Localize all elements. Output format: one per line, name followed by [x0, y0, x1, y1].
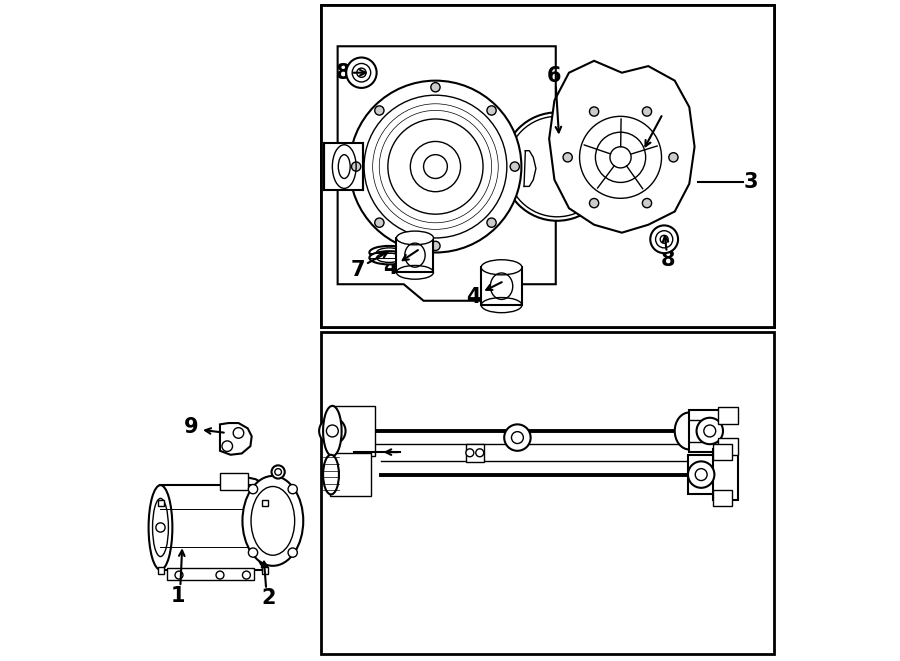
Bar [713, 444, 732, 460]
Circle shape [590, 198, 598, 208]
Circle shape [431, 83, 440, 92]
Circle shape [466, 449, 473, 457]
Ellipse shape [369, 251, 409, 264]
Bar [717, 438, 737, 455]
Circle shape [503, 112, 611, 221]
Bar [713, 449, 738, 500]
Circle shape [590, 107, 598, 116]
Circle shape [643, 107, 652, 116]
Text: 3: 3 [743, 172, 758, 192]
Polygon shape [220, 423, 252, 455]
Bar [332, 406, 375, 456]
Bar [262, 500, 268, 506]
Bar [689, 410, 721, 452]
Text: 8: 8 [661, 251, 675, 270]
Circle shape [248, 485, 257, 494]
Bar [321, 5, 774, 327]
Bar [321, 5, 774, 327]
Ellipse shape [148, 485, 173, 570]
Circle shape [248, 548, 257, 557]
Ellipse shape [255, 488, 275, 567]
Bar [482, 267, 522, 305]
Circle shape [349, 81, 521, 253]
Circle shape [669, 153, 678, 162]
Bar [220, 473, 248, 490]
Bar [713, 490, 732, 506]
Bar [262, 567, 268, 574]
Text: 4: 4 [466, 288, 481, 307]
Circle shape [697, 418, 723, 444]
Circle shape [487, 106, 496, 115]
Circle shape [288, 548, 297, 557]
Circle shape [504, 424, 531, 451]
Bar [167, 568, 255, 580]
Circle shape [476, 449, 483, 457]
Ellipse shape [482, 260, 522, 275]
Circle shape [651, 225, 678, 253]
Bar [688, 455, 716, 494]
Circle shape [352, 162, 361, 171]
Ellipse shape [397, 231, 434, 245]
Text: 8: 8 [336, 63, 350, 83]
Text: 2: 2 [261, 588, 275, 608]
Text: 1: 1 [170, 586, 184, 606]
Circle shape [487, 218, 496, 227]
Bar [466, 444, 484, 462]
Circle shape [288, 485, 297, 494]
Ellipse shape [242, 476, 303, 566]
Ellipse shape [675, 412, 704, 449]
Polygon shape [549, 61, 695, 233]
Text: 9: 9 [184, 417, 198, 437]
Circle shape [346, 58, 376, 88]
Circle shape [563, 153, 572, 162]
Circle shape [510, 162, 519, 171]
Text: 7: 7 [350, 260, 365, 280]
Circle shape [374, 218, 384, 227]
Polygon shape [338, 46, 556, 301]
Text: 5: 5 [660, 96, 674, 116]
Circle shape [272, 465, 284, 479]
Ellipse shape [323, 406, 342, 456]
Bar [717, 407, 737, 424]
Bar [329, 453, 371, 496]
Ellipse shape [323, 455, 339, 494]
Bar [321, 332, 774, 654]
Circle shape [431, 241, 440, 251]
Circle shape [320, 418, 346, 444]
Bar [158, 500, 165, 506]
Circle shape [374, 106, 384, 115]
Text: 4: 4 [383, 258, 398, 278]
Bar [324, 143, 363, 190]
Ellipse shape [369, 246, 409, 259]
Bar [397, 238, 434, 272]
Text: 6: 6 [547, 66, 562, 86]
Circle shape [643, 198, 652, 208]
Circle shape [688, 461, 715, 488]
Bar [160, 485, 265, 570]
Text: 10: 10 [329, 442, 359, 462]
Bar [158, 567, 165, 574]
